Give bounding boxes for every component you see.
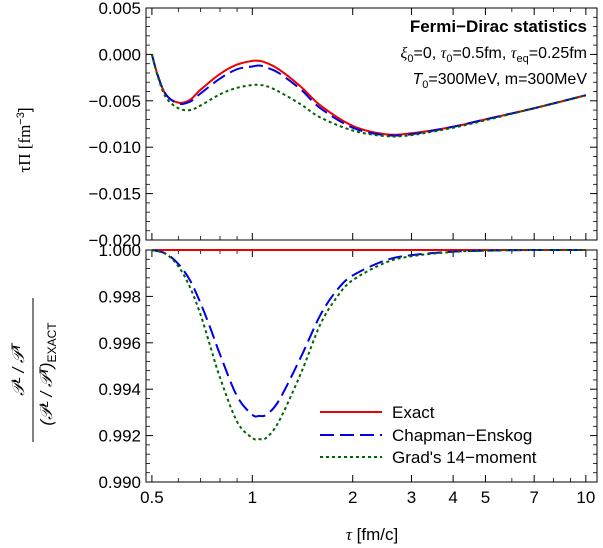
x-tick-label: 0.5	[140, 488, 164, 507]
legend: Exact Chapman−Enskog Grad's 14−moment	[320, 403, 537, 467]
x-tick-label: 2	[348, 488, 357, 507]
params-line-1: ξ0=0, τ0=0.5fm, τeq=0.25fm	[401, 45, 587, 65]
params-line-2: T0=300MeV, m=300MeV	[412, 71, 587, 91]
x-tick-label: 1	[248, 488, 257, 507]
y-tick-label: 0.998	[98, 287, 141, 306]
y-tick-label: 0.992	[98, 427, 141, 446]
y-tick-label: −0.020	[89, 231, 141, 250]
top-ylabel: τΠ [fm−3]	[15, 107, 34, 172]
x-tick-label: 5	[481, 488, 490, 507]
legend-label-exact: Exact	[392, 403, 435, 422]
y-tick-label: 1.000	[98, 241, 141, 260]
bottom-ylabel-numerator: 𝒫ᴸ / 𝒫ᵀ	[9, 342, 28, 396]
y-tick-label: 0.005	[98, 0, 141, 18]
y-tick-label: −0.015	[89, 185, 141, 204]
series-line-exact	[150, 54, 587, 136]
legend-label-grad: Grad's 14−moment	[392, 448, 537, 467]
y-tick-label: 0.996	[98, 334, 141, 353]
x-tick-label: 4	[448, 488, 457, 507]
plot-frame	[145, 7, 598, 241]
x-axis-label: τ [fm/c]	[346, 525, 398, 544]
series-line-grad	[150, 54, 587, 138]
top-panel: 0.005 0.000 −0.005 −0.010 −0.015 −0.020	[89, 0, 598, 250]
x-tick-label: 10	[576, 488, 595, 507]
x-tick-label: 7	[529, 488, 538, 507]
y-tick-label: 0.990	[98, 473, 141, 492]
x-tick-label: 3	[407, 488, 416, 507]
y-tick-label: 0.000	[98, 45, 141, 64]
y-tick-label: −0.005	[89, 92, 141, 111]
legend-label-ce: Chapman−Enskog	[392, 426, 532, 445]
bottom-ylabel: 𝒫ᴸ / 𝒫ᵀ (𝒫ᴸ / 𝒫ᵀ)EXACT	[9, 298, 59, 442]
series-line-ce	[151, 248, 586, 418]
y-tick-label: −0.010	[89, 138, 141, 157]
y-tick-label: 0.994	[98, 380, 141, 399]
stat-title: Fermi−Dirac statistics	[410, 17, 587, 36]
bottom-ylabel-denominator: (𝒫ᴸ / 𝒫ᵀ)EXACT	[37, 322, 59, 426]
